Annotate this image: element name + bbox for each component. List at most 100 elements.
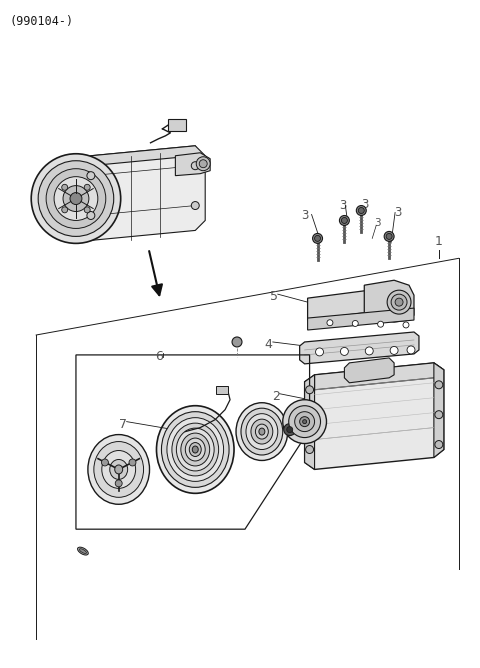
Circle shape xyxy=(358,208,364,214)
Bar xyxy=(216,386,228,393)
Polygon shape xyxy=(305,375,314,470)
Circle shape xyxy=(87,172,95,180)
Polygon shape xyxy=(300,332,419,364)
Circle shape xyxy=(378,321,384,327)
Circle shape xyxy=(435,441,443,448)
Circle shape xyxy=(407,346,415,354)
Text: (990104-): (990104-) xyxy=(9,15,73,28)
Circle shape xyxy=(101,459,108,466)
Text: 3: 3 xyxy=(394,206,401,218)
Circle shape xyxy=(315,348,324,356)
Text: 6: 6 xyxy=(156,350,163,363)
Circle shape xyxy=(341,218,348,224)
Ellipse shape xyxy=(259,428,265,435)
Polygon shape xyxy=(434,363,444,458)
Ellipse shape xyxy=(246,413,278,450)
Circle shape xyxy=(306,446,313,454)
Polygon shape xyxy=(81,146,205,240)
Circle shape xyxy=(384,231,394,241)
Ellipse shape xyxy=(102,450,136,488)
Ellipse shape xyxy=(156,405,234,494)
Ellipse shape xyxy=(192,446,198,453)
Circle shape xyxy=(352,321,358,327)
Circle shape xyxy=(312,233,323,243)
Circle shape xyxy=(435,411,443,419)
Ellipse shape xyxy=(181,433,210,466)
Ellipse shape xyxy=(161,411,229,488)
Text: 4: 4 xyxy=(265,338,273,351)
Ellipse shape xyxy=(115,465,123,474)
Circle shape xyxy=(70,192,82,204)
Ellipse shape xyxy=(176,428,214,471)
Circle shape xyxy=(115,480,122,487)
Polygon shape xyxy=(314,363,444,389)
Circle shape xyxy=(199,160,207,168)
Circle shape xyxy=(302,420,307,424)
Ellipse shape xyxy=(255,424,268,439)
Circle shape xyxy=(403,322,409,328)
Bar xyxy=(168,119,186,131)
Circle shape xyxy=(314,235,321,241)
Circle shape xyxy=(327,320,333,326)
Circle shape xyxy=(435,381,443,389)
Circle shape xyxy=(387,290,411,314)
Circle shape xyxy=(31,154,120,243)
Circle shape xyxy=(232,337,242,347)
Circle shape xyxy=(46,169,106,228)
Circle shape xyxy=(287,427,293,433)
Circle shape xyxy=(386,233,392,239)
Polygon shape xyxy=(364,280,414,322)
Ellipse shape xyxy=(88,435,150,504)
Circle shape xyxy=(84,207,90,213)
Circle shape xyxy=(283,399,326,444)
Ellipse shape xyxy=(79,548,86,554)
Circle shape xyxy=(288,405,321,438)
Circle shape xyxy=(129,459,136,466)
Circle shape xyxy=(340,347,348,355)
Circle shape xyxy=(84,184,90,190)
Circle shape xyxy=(295,411,314,432)
Text: 5: 5 xyxy=(270,290,278,303)
Circle shape xyxy=(306,386,313,393)
Text: 3: 3 xyxy=(374,218,381,228)
Circle shape xyxy=(54,176,98,220)
Circle shape xyxy=(391,294,407,310)
Ellipse shape xyxy=(236,403,288,460)
Circle shape xyxy=(62,184,68,190)
Ellipse shape xyxy=(110,460,128,480)
Polygon shape xyxy=(344,358,394,383)
Ellipse shape xyxy=(251,419,273,444)
Text: 3: 3 xyxy=(361,198,369,210)
Text: 2: 2 xyxy=(272,389,280,403)
Circle shape xyxy=(284,424,296,436)
Polygon shape xyxy=(308,308,414,330)
Circle shape xyxy=(62,207,68,213)
Ellipse shape xyxy=(189,442,201,456)
Polygon shape xyxy=(175,153,210,176)
Circle shape xyxy=(192,162,199,170)
Text: 7: 7 xyxy=(119,418,127,431)
Ellipse shape xyxy=(78,547,88,555)
Ellipse shape xyxy=(241,408,283,455)
Circle shape xyxy=(365,347,373,355)
Ellipse shape xyxy=(94,442,144,497)
Ellipse shape xyxy=(167,418,224,482)
Circle shape xyxy=(306,415,313,424)
Polygon shape xyxy=(91,146,205,166)
Text: 3: 3 xyxy=(301,208,309,222)
Polygon shape xyxy=(305,363,444,470)
Circle shape xyxy=(192,202,199,210)
Polygon shape xyxy=(308,290,374,320)
Circle shape xyxy=(63,186,89,212)
Circle shape xyxy=(395,298,403,306)
Text: 1: 1 xyxy=(435,235,443,248)
Circle shape xyxy=(38,161,114,236)
Circle shape xyxy=(196,157,210,171)
Circle shape xyxy=(339,216,349,226)
Circle shape xyxy=(390,347,398,355)
Circle shape xyxy=(300,417,310,427)
Text: 3: 3 xyxy=(339,198,347,212)
Circle shape xyxy=(356,206,366,216)
Ellipse shape xyxy=(185,438,205,461)
Ellipse shape xyxy=(172,423,218,476)
